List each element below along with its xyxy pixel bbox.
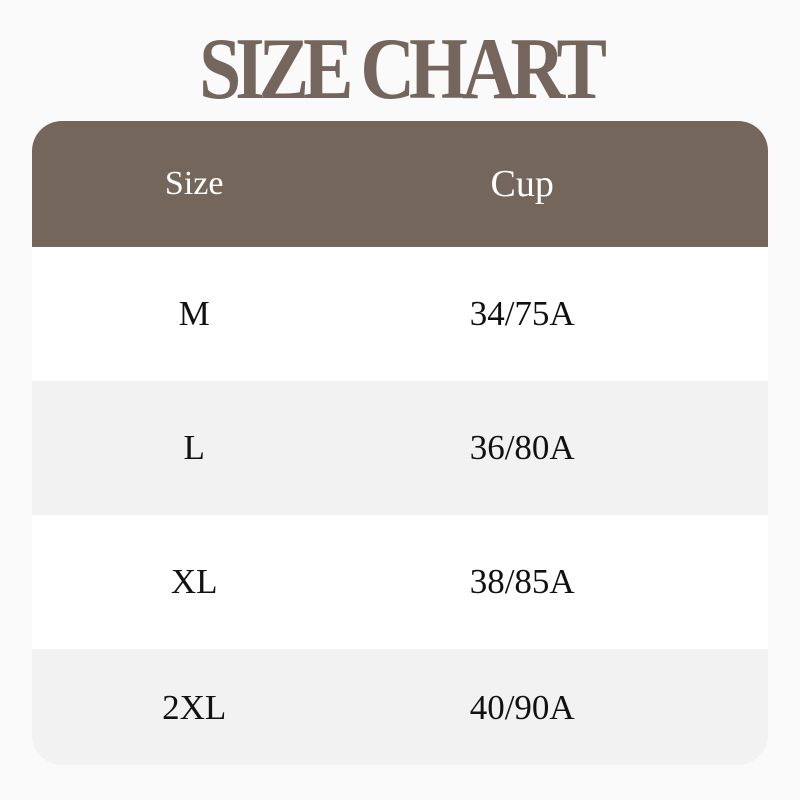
- header-cup: Cup: [490, 163, 554, 205]
- cup-cell: 40/90A: [469, 687, 575, 727]
- page-title: SIZE CHART: [199, 21, 607, 118]
- table-row: L 36/80A: [32, 381, 768, 515]
- size-cell: L: [183, 428, 205, 467]
- table-header: Size Cup: [32, 121, 768, 247]
- header-size: Size: [164, 165, 224, 202]
- size-cell: M: [178, 294, 210, 333]
- cup-cell: 38/85A: [469, 562, 575, 601]
- cup-cell: 36/80A: [469, 428, 575, 467]
- cup-cell: 34/75A: [469, 294, 575, 333]
- size-cell: 2XL: [162, 687, 227, 727]
- table-row: XL 38/85A: [32, 515, 768, 649]
- table-row: 2XL 40/90A: [32, 649, 768, 765]
- size-cell: XL: [170, 562, 218, 601]
- size-chart-table: Size Cup M 34/75A L 36/80A XL 38/85A 2XL…: [32, 121, 768, 765]
- table-row: M 34/75A: [32, 247, 768, 381]
